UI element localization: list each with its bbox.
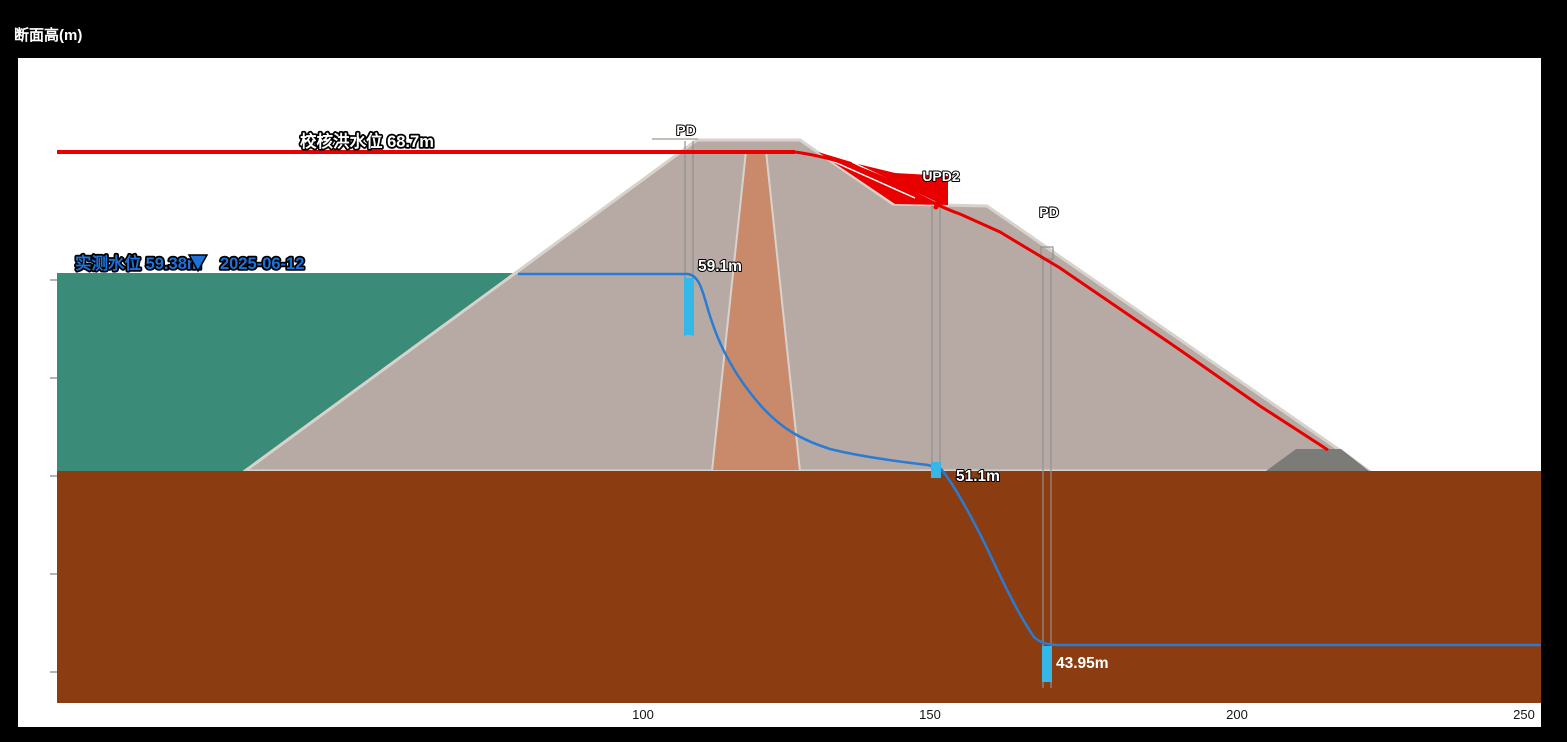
piezometer-1-name: PD bbox=[676, 122, 695, 138]
piezometer-tube-2 bbox=[931, 204, 941, 477]
x-tick-200: 200 bbox=[1226, 707, 1248, 722]
measured-level-date: 2025-06-12 bbox=[220, 255, 304, 273]
piezometer-3-reading: 43.95m bbox=[1056, 655, 1109, 672]
measured-level-group: 实测水位 59.38m 2025-06-12 bbox=[73, 251, 306, 275]
rock-toe bbox=[1266, 449, 1369, 471]
y-axis-ticks bbox=[50, 279, 57, 673]
y-axis-title: 断面高(m) bbox=[14, 26, 82, 44]
foundation-soil bbox=[57, 471, 1541, 703]
phreatic-line bbox=[518, 272, 1541, 647]
alert-area-streak bbox=[829, 159, 916, 199]
reservoir-water bbox=[57, 273, 518, 471]
piezometer-1-reading: 59.1m bbox=[698, 258, 742, 275]
water-level-triangle-icon bbox=[187, 254, 209, 273]
x-tick-150: 150 bbox=[919, 707, 941, 722]
piezometer-3-name: PD bbox=[1039, 204, 1058, 220]
piezometer-2-name: UPD2 bbox=[922, 168, 960, 184]
tube-2-water-column bbox=[931, 462, 941, 478]
x-tick-100: 100 bbox=[632, 707, 654, 722]
x-tick-250: 250 bbox=[1513, 707, 1535, 722]
check-flood-level-label: 校核洪水位 68.7m bbox=[300, 131, 434, 151]
measured-level-label: 实测水位 59.38m bbox=[75, 253, 202, 273]
tube-3-water-column bbox=[1042, 646, 1052, 682]
tube-1-water-column bbox=[684, 278, 694, 335]
check-flood-downstream-curve bbox=[794, 150, 1329, 452]
piezometer-2-reading: 51.1m bbox=[956, 468, 1000, 485]
